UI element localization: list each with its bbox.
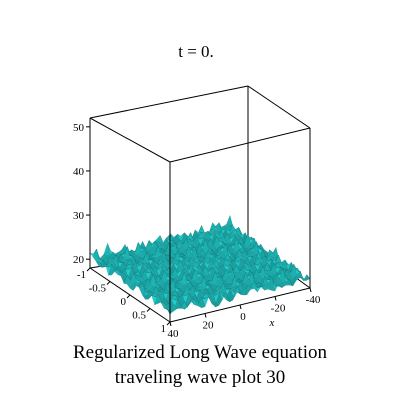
box-edge xyxy=(169,127,311,163)
surface-cell xyxy=(187,299,195,307)
box-edge xyxy=(247,85,311,129)
x-axis-label: x xyxy=(269,317,275,329)
caption-line-1: Regularized Long Wave equation xyxy=(72,342,327,363)
x-tick-label: 0 xyxy=(240,311,246,323)
surface-cell xyxy=(198,296,206,308)
z-tick-label: 30 xyxy=(73,210,85,222)
chart-title: t = 0. xyxy=(178,42,214,61)
wave-surface xyxy=(89,214,311,316)
x-axis-ticks: 40 20 0 -20 -40 xyxy=(168,287,321,340)
surface-cell xyxy=(226,299,234,302)
x-tick-mark xyxy=(274,296,277,301)
x-tick-mark xyxy=(204,313,207,318)
x-tick-label: -20 xyxy=(271,303,286,315)
x-tick-mark xyxy=(169,321,172,327)
plot-box-front xyxy=(89,117,311,323)
x-tick-label: 40 xyxy=(168,328,180,340)
y-tick-label: -1 xyxy=(77,269,86,281)
y-tick-label: -0.5 xyxy=(89,283,107,295)
surface-cell xyxy=(108,263,116,276)
y-tick-mark xyxy=(166,321,171,326)
figure-caption: Regularized Long Wave equation traveling… xyxy=(0,340,400,390)
y-tick-label: 0 xyxy=(121,296,127,308)
surface-cell xyxy=(275,283,283,288)
y-tick-label: 0.5 xyxy=(132,310,146,322)
surface-cell xyxy=(292,276,300,286)
surface-cell xyxy=(240,288,248,296)
box-edge xyxy=(89,117,171,163)
surface-cell xyxy=(212,300,220,308)
z-tick-label: 20 xyxy=(73,254,85,266)
x-tick-label: 20 xyxy=(203,320,215,332)
z-tick-label: 40 xyxy=(73,166,85,178)
surface-cell xyxy=(170,303,178,314)
y-tick-mark xyxy=(86,267,91,272)
y-tick-label: 1 xyxy=(161,323,167,335)
z-axis-ticks: 50 40 30 20 xyxy=(73,122,90,266)
surface-cell xyxy=(303,274,311,281)
y-tick-mark xyxy=(106,281,111,285)
x-tick-mark xyxy=(309,287,312,293)
y-axis-ticks: -1-0.5 0 0.5 1 xyxy=(77,267,171,335)
z-tick-label: 50 xyxy=(73,122,85,134)
y-tick-mark xyxy=(146,308,151,312)
y-tick-mark xyxy=(126,294,131,299)
x-tick-label: -40 xyxy=(306,294,321,306)
surface-cell xyxy=(257,286,265,291)
box-edge xyxy=(89,85,249,119)
caption-line-2: traveling wave plot 30 xyxy=(114,367,286,388)
x-tick-mark xyxy=(239,304,242,310)
